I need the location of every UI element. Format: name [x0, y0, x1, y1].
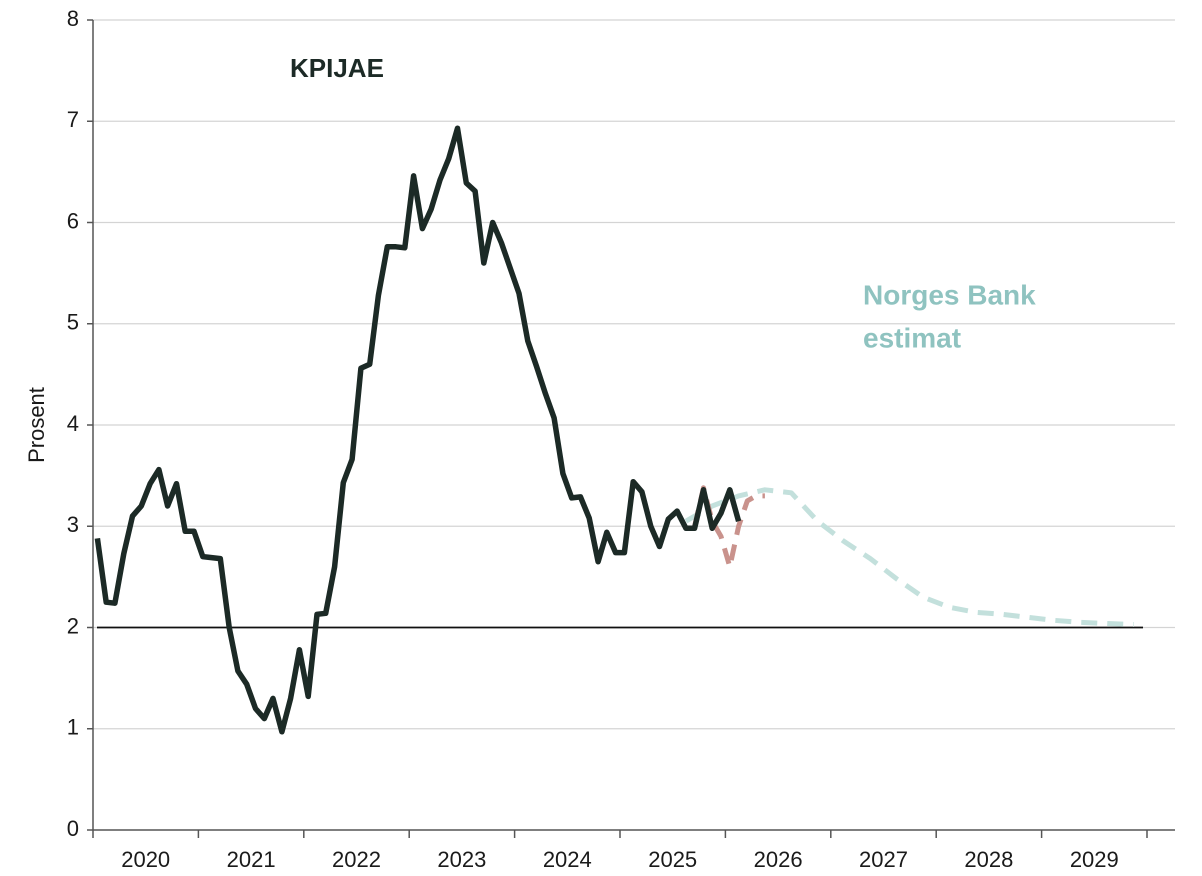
y-tick-label: 2 [67, 613, 79, 638]
annotation: Norges Bank [863, 279, 1036, 310]
series-line [684, 487, 1134, 627]
y-tick-label: 4 [67, 411, 79, 436]
y-tick-label: 3 [67, 512, 79, 537]
series-line [94, 125, 742, 735]
x-tick-label: 2024 [543, 847, 592, 872]
y-tick-label: 7 [67, 107, 79, 132]
x-tick-label: 2023 [437, 847, 486, 872]
x-tick-label: 2021 [227, 847, 276, 872]
y-tick-label: 0 [67, 816, 79, 841]
x-tick-label: 2022 [332, 847, 381, 872]
y-axis-label: Prosent [24, 387, 49, 463]
x-tick-label: 2020 [121, 847, 170, 872]
y-tick-label: 5 [67, 310, 79, 335]
x-tick-label: 2028 [964, 847, 1013, 872]
x-tick-label: 2025 [648, 847, 697, 872]
annotation: KPIJAE [290, 53, 384, 83]
y-tick-label: 6 [67, 208, 79, 233]
x-tick-label: 2029 [1070, 847, 1119, 872]
y-tick-label: 1 [67, 715, 79, 740]
y-tick-label: 8 [67, 6, 79, 31]
annotation: estimat [863, 322, 961, 353]
plot: 0 1 2 3 4 5 6 7 8 2020 2021 2022 2023 2024 2025 2026 202… [67, 6, 1175, 872]
x-tick-label: 2027 [859, 847, 908, 872]
x-tick-label: 2026 [754, 847, 803, 872]
